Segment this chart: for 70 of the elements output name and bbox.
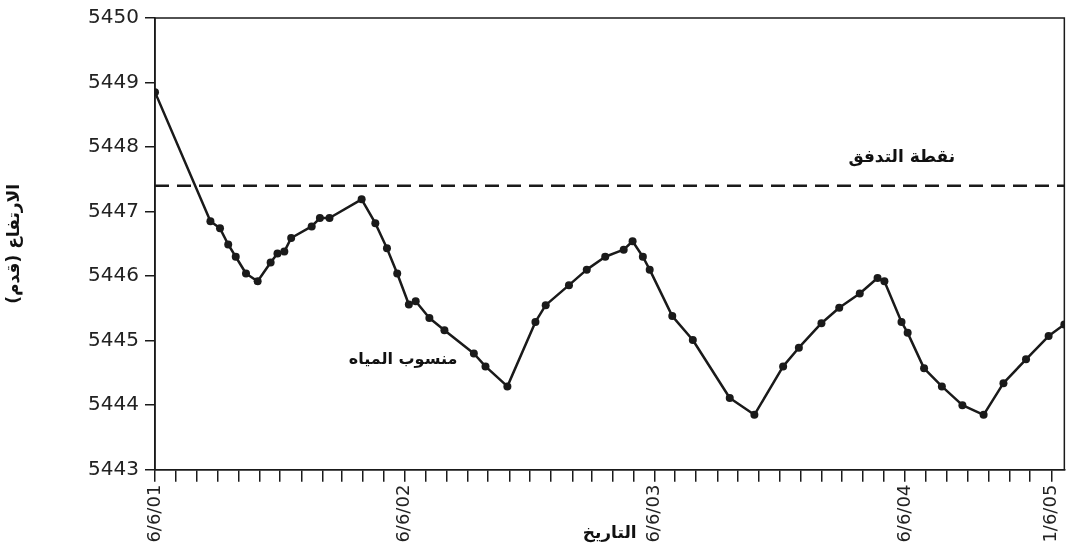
point [206, 217, 215, 226]
point [357, 195, 366, 204]
point [999, 379, 1008, 388]
point [382, 244, 391, 253]
point [645, 265, 654, 274]
point [216, 224, 224, 233]
series-label: منسوب المياه [348, 349, 458, 369]
point [541, 301, 550, 310]
point [469, 349, 478, 358]
point [835, 303, 844, 312]
point [880, 277, 889, 286]
x-tick-label: 6/6/01 [142, 484, 164, 543]
point [958, 401, 967, 410]
point [855, 289, 864, 298]
y-tick-label: 5450 [88, 4, 139, 29]
point [873, 274, 882, 283]
point [307, 222, 316, 231]
point [903, 328, 912, 337]
point [628, 237, 637, 246]
point [411, 297, 420, 306]
point [325, 214, 334, 223]
point [750, 410, 759, 419]
y-tick-label: 5446 [88, 262, 139, 287]
y-axis-title: الارتفاع (قدم) [2, 183, 23, 304]
x-tick-label: 1/6/05 [1039, 484, 1061, 543]
y-tick-label: 5445 [88, 326, 139, 351]
point [242, 269, 250, 278]
point [897, 317, 906, 326]
y-tick-label: 5443 [88, 455, 139, 480]
point [266, 258, 275, 267]
point [688, 335, 697, 344]
point [564, 281, 573, 290]
point [531, 317, 540, 326]
point [1022, 355, 1031, 364]
point [425, 314, 434, 323]
point [601, 252, 610, 261]
point [582, 265, 591, 274]
point [638, 252, 647, 261]
point [503, 382, 512, 391]
x-axis-title: التاريخ [582, 522, 637, 544]
point [315, 214, 324, 223]
point [481, 362, 490, 371]
y-tick-label: 5447 [88, 197, 139, 222]
point [280, 247, 289, 256]
point [725, 394, 734, 403]
point [371, 219, 380, 228]
point [404, 300, 413, 309]
point [287, 234, 296, 243]
x-tick-label: 6/6/04 [892, 484, 914, 543]
point [1044, 332, 1053, 341]
y-tick-label: 5444 [88, 391, 139, 416]
point [817, 319, 826, 328]
point [779, 362, 788, 371]
point [619, 245, 628, 254]
point [794, 343, 803, 352]
point [224, 240, 233, 249]
point [979, 410, 988, 419]
ref-line-label: نقطة التدفق [848, 145, 956, 167]
x-tick-label: 6/6/02 [392, 484, 414, 543]
point [393, 269, 402, 278]
point [937, 382, 946, 391]
y-tick-label: 5449 [88, 68, 139, 93]
y-tick-label: 5448 [88, 133, 139, 158]
point [231, 252, 240, 261]
point [668, 312, 677, 321]
point [253, 277, 262, 286]
x-tick-label: 6/6/03 [642, 484, 664, 543]
point [920, 364, 929, 373]
point [440, 326, 449, 335]
point [273, 249, 282, 258]
